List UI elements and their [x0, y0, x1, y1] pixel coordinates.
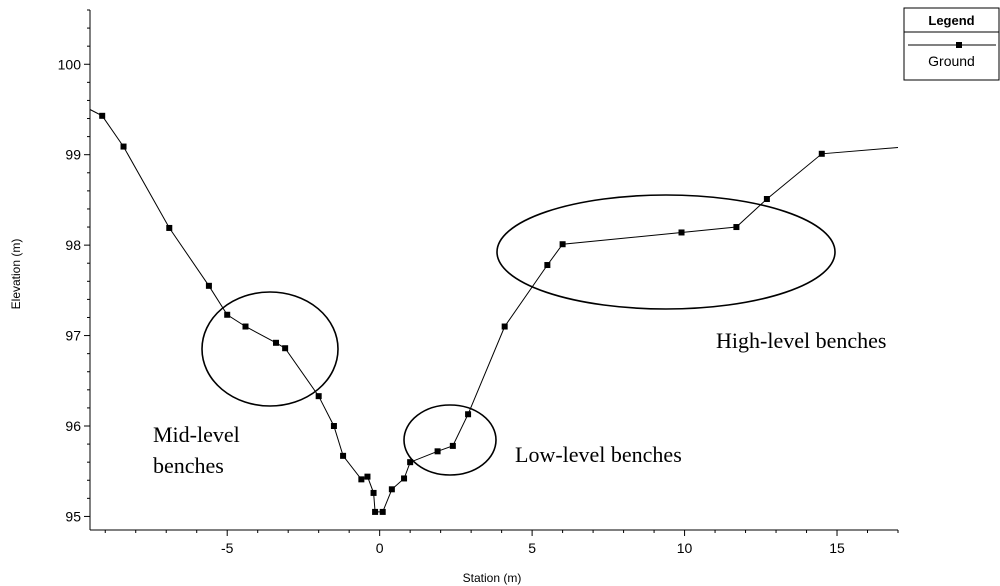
plot-area: -5 0 5 10 15 95 96 97 98 99 100: [58, 9, 899, 556]
data-point-ground: [330, 423, 337, 429]
legend: Legend Ground: [903, 7, 1000, 81]
data-point-ground: [364, 473, 371, 480]
x-tick-label: 15: [829, 540, 845, 556]
data-point-ground: [99, 112, 106, 119]
data-point-ground: [282, 345, 289, 352]
annotations: Mid-level benches Low-level benches High…: [153, 194, 886, 478]
legend-box: [903, 7, 1000, 81]
data-point-ground: [818, 150, 825, 157]
data-point-ground: [733, 224, 740, 231]
mid-level-benches-line-2: benches: [153, 453, 224, 478]
high-level-benches-ellipse: [496, 194, 836, 310]
mid-level-benches-label: Mid-level benches: [153, 422, 245, 478]
data-point-ground: [544, 262, 551, 269]
data-point-ground: [358, 476, 365, 483]
x-tick-label: 10: [677, 540, 693, 556]
data-point-ground: [388, 486, 395, 493]
data-point-ground: [434, 448, 441, 455]
y-tick-label: 99: [65, 147, 81, 163]
y-tick-label: 97: [65, 328, 81, 344]
data-point-ground: [315, 393, 322, 400]
data-point-ground: [120, 143, 127, 150]
low-level-benches-ellipse: [403, 404, 497, 476]
low-level-benches-label: Low-level benches: [515, 442, 682, 467]
y-tick-label: 100: [58, 56, 82, 72]
data-point-ground: [465, 411, 472, 418]
mid-level-benches-line-1: Mid-level: [153, 422, 240, 447]
legend-entry-ground: Ground: [928, 53, 975, 69]
data-point-ground: [763, 196, 770, 203]
data-point-ground: [401, 475, 408, 482]
x-axis-title: Station (m): [463, 571, 522, 585]
y-tick-label: 98: [65, 237, 81, 253]
y-tick-label: 95: [65, 508, 81, 524]
x-tick-label: 5: [528, 540, 536, 556]
data-point-ground: [407, 459, 414, 466]
data-point-ground: [224, 311, 231, 318]
data-point-ground: [166, 224, 173, 231]
high-level-benches-label: High-level benches: [716, 328, 886, 353]
data-point-ground: [501, 323, 508, 330]
data-point-ground: [340, 452, 347, 459]
x-tick-label: 0: [376, 540, 384, 556]
data-point-ground: [678, 229, 685, 236]
data-point-ground: [379, 508, 386, 515]
data-point-ground: [449, 442, 456, 449]
x-tick-label: -5: [221, 540, 234, 556]
data-point-ground: [559, 241, 566, 248]
data-point-ground: [242, 323, 249, 330]
mid-level-benches-ellipse: [201, 291, 339, 407]
legend-title: Legend: [928, 13, 974, 28]
y-tick-label: 96: [65, 418, 81, 434]
data-point-ground: [205, 282, 212, 289]
legend-swatch-marker: [956, 42, 962, 48]
data-point-ground: [372, 508, 379, 515]
data-point-ground: [272, 339, 279, 346]
data-point-ground: [370, 489, 377, 496]
y-axis-title: Elevation (m): [9, 239, 23, 310]
